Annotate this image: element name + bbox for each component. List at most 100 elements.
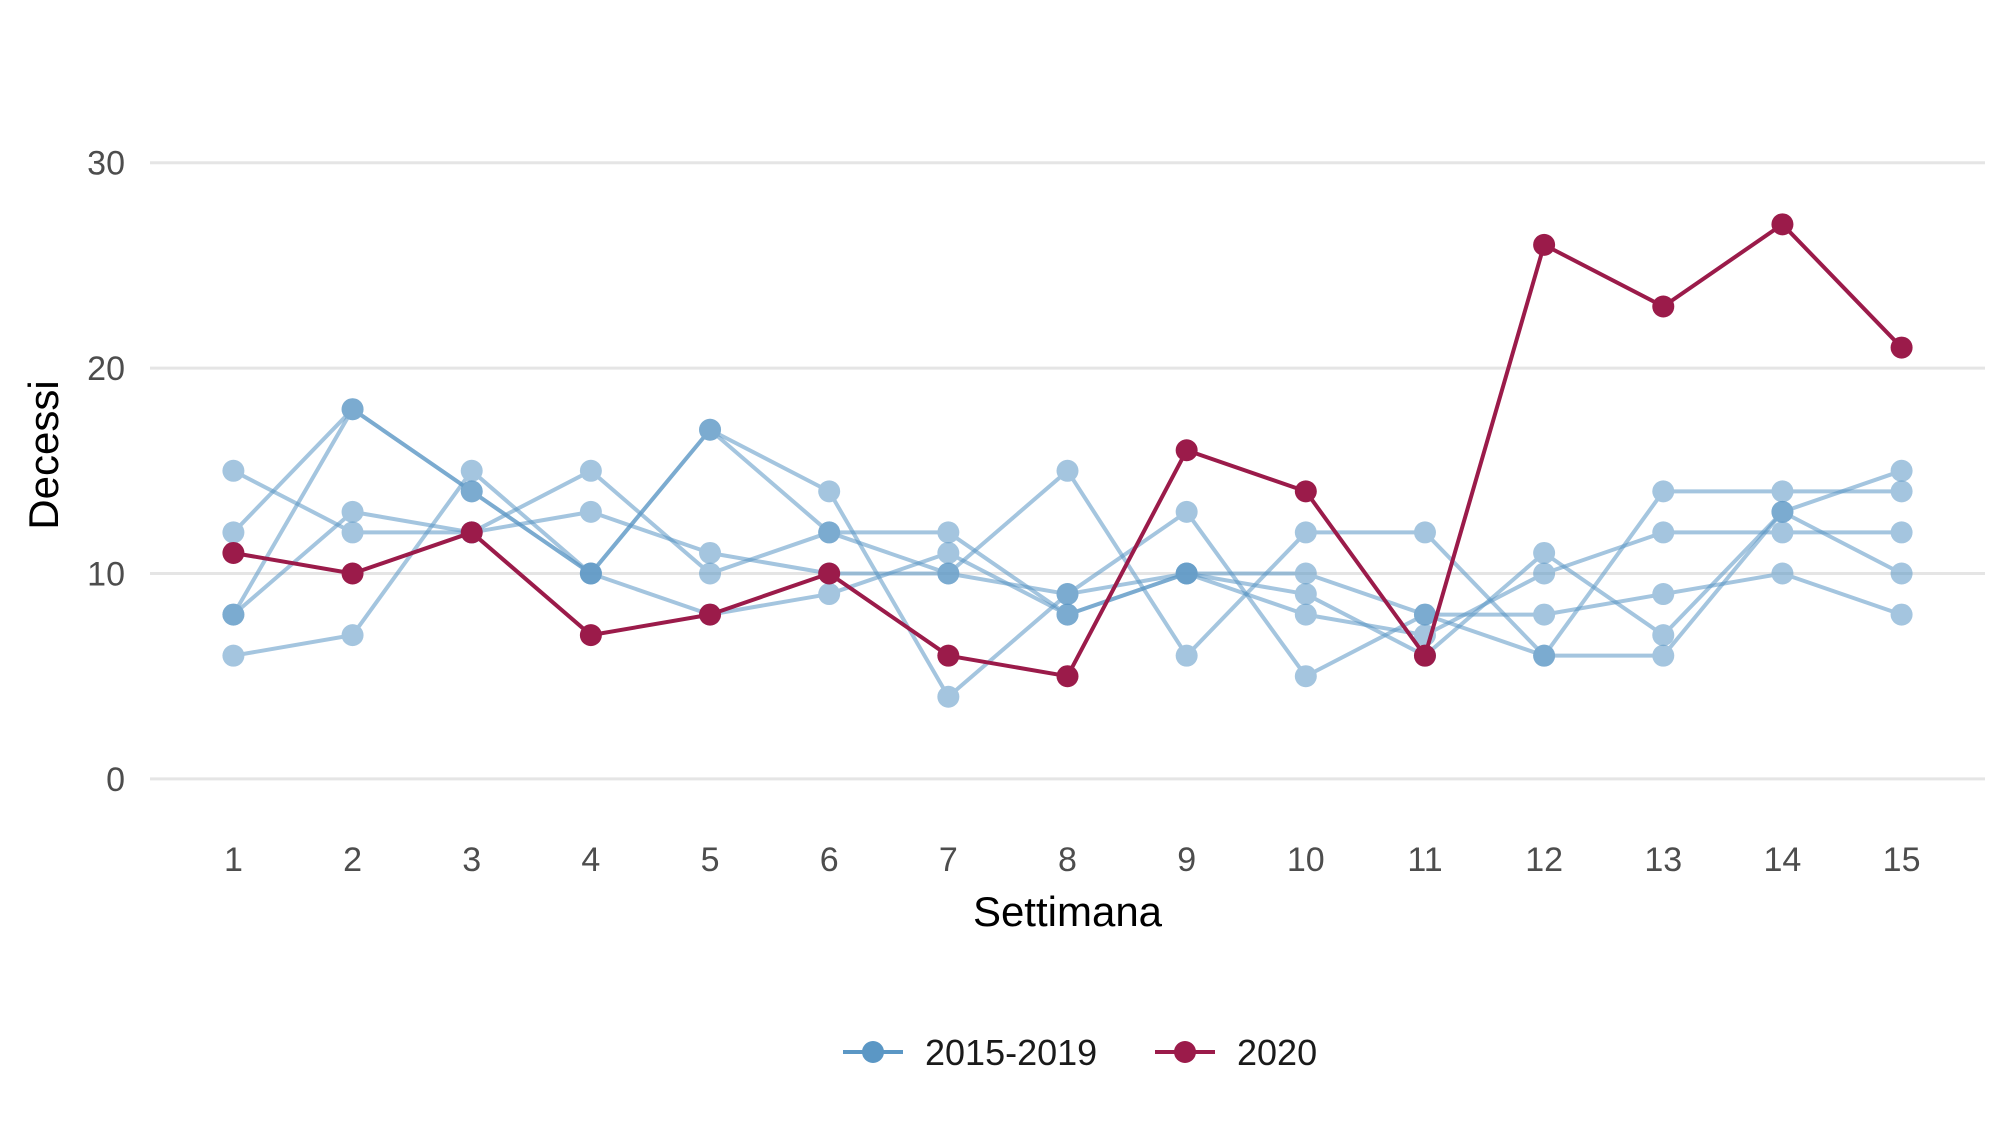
y-tick-label: 10 xyxy=(87,556,125,594)
legend-item-2015-2019: 2015-2019 xyxy=(843,1032,1097,1073)
x-tick-label: 3 xyxy=(462,841,481,879)
series-2020-5 xyxy=(222,213,1913,688)
data-point xyxy=(579,562,602,585)
y-tick-label: 20 xyxy=(87,350,125,388)
data-point xyxy=(699,541,722,564)
data-point xyxy=(1294,603,1317,626)
data-point xyxy=(1652,521,1675,544)
series-lines xyxy=(222,213,1913,708)
data-point xyxy=(937,541,960,564)
data-point xyxy=(1652,480,1675,503)
data-point xyxy=(1890,603,1913,626)
legend-item-2020: 2020 xyxy=(1155,1032,1317,1073)
y-tick-label: 0 xyxy=(106,761,125,799)
x-tick-label: 12 xyxy=(1525,841,1563,879)
data-point xyxy=(1175,562,1198,585)
x-tick-label: 6 xyxy=(820,841,839,879)
data-point xyxy=(222,459,245,482)
data-point xyxy=(1533,562,1556,585)
y-tick-labels: 0 10 20 30 xyxy=(87,145,125,799)
x-tick-label: 7 xyxy=(939,841,958,879)
legend-key-point xyxy=(1174,1041,1196,1063)
data-point xyxy=(222,644,245,667)
data-point xyxy=(341,521,364,544)
data-point xyxy=(1771,480,1794,503)
legend-label: 2020 xyxy=(1237,1032,1317,1073)
x-tick-label: 9 xyxy=(1177,841,1196,879)
data-point xyxy=(1652,583,1675,606)
data-point xyxy=(1890,336,1913,359)
data-point xyxy=(1175,500,1198,523)
data-point xyxy=(818,521,841,544)
data-point xyxy=(1056,459,1079,482)
data-point xyxy=(699,562,722,585)
data-point xyxy=(1175,644,1198,667)
data-point xyxy=(1294,562,1317,585)
data-point xyxy=(579,459,602,482)
data-point xyxy=(1533,644,1556,667)
data-point xyxy=(1652,624,1675,647)
data-point xyxy=(1175,439,1198,462)
data-point xyxy=(1771,562,1794,585)
x-tick-label: 5 xyxy=(701,841,720,879)
data-point xyxy=(1056,603,1079,626)
data-point xyxy=(937,521,960,544)
grid-lines xyxy=(150,161,1985,781)
data-point xyxy=(1294,583,1317,606)
legend-label: 2015-2019 xyxy=(925,1032,1097,1073)
x-tick-label: 11 xyxy=(1407,841,1442,879)
series-line xyxy=(231,407,1903,699)
data-point xyxy=(1771,521,1794,544)
data-point xyxy=(1294,480,1317,503)
data-point xyxy=(341,562,364,585)
x-tick-label: 1 xyxy=(224,841,243,879)
x-tick-label: 2 xyxy=(343,841,362,879)
data-point xyxy=(1294,521,1317,544)
data-point xyxy=(1890,459,1913,482)
x-tick-label: 4 xyxy=(581,841,600,879)
data-point xyxy=(341,500,364,523)
x-tick-label: 10 xyxy=(1287,841,1325,879)
data-point xyxy=(818,480,841,503)
data-point xyxy=(460,459,483,482)
y-tick-label: 30 xyxy=(87,145,125,183)
data-point xyxy=(1652,644,1675,667)
data-point xyxy=(579,500,602,523)
data-point xyxy=(1533,603,1556,626)
data-point xyxy=(1294,665,1317,688)
data-point xyxy=(341,398,364,421)
data-point xyxy=(818,583,841,606)
data-point xyxy=(1533,541,1556,564)
data-point xyxy=(1056,665,1079,688)
data-point xyxy=(1771,500,1794,523)
data-point xyxy=(1533,233,1556,256)
series-2015-2019-4 xyxy=(222,398,1913,708)
x-tick-label: 14 xyxy=(1764,841,1802,879)
data-point xyxy=(1413,603,1436,626)
data-point xyxy=(937,644,960,667)
x-tick-label: 15 xyxy=(1883,841,1921,879)
data-point xyxy=(460,480,483,503)
data-point xyxy=(222,541,245,564)
data-point xyxy=(1771,213,1794,236)
legend-key-point xyxy=(862,1041,884,1063)
x-tick-labels: 1 2 3 4 5 6 7 8 9 10 11 12 13 14 15 xyxy=(224,841,1921,879)
data-point xyxy=(1413,521,1436,544)
x-axis-title: Settimana xyxy=(973,888,1163,935)
data-point xyxy=(341,624,364,647)
data-point xyxy=(222,521,245,544)
data-point xyxy=(1413,644,1436,667)
data-point xyxy=(222,603,245,626)
data-point xyxy=(818,562,841,585)
series-2015-2019-3 xyxy=(222,459,1913,667)
data-point xyxy=(1056,583,1079,606)
data-point xyxy=(1890,480,1913,503)
x-tick-label: 8 xyxy=(1058,841,1077,879)
data-point xyxy=(1890,521,1913,544)
data-point xyxy=(460,521,483,544)
legend: 2015-2019 2020 xyxy=(843,1032,1317,1073)
data-point xyxy=(579,624,602,647)
data-point xyxy=(699,418,722,441)
data-point xyxy=(699,603,722,626)
